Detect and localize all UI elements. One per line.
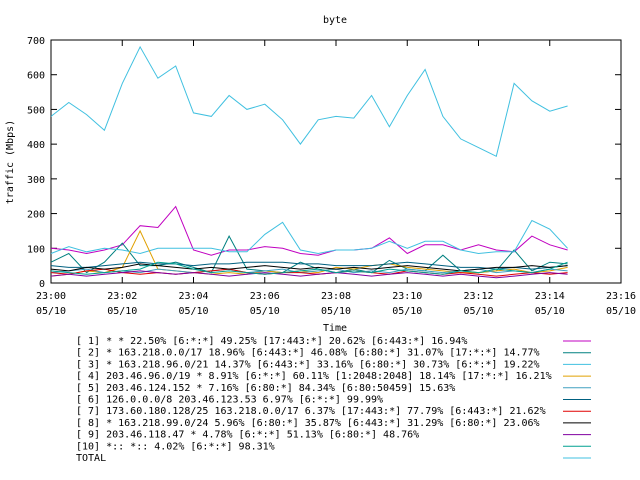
x-tick-label: 23:06 [250, 291, 280, 302]
x-tick-date-label: 05/10 [321, 306, 351, 317]
series-line-1 [50, 205, 568, 256]
y-axis-label: traffic (Mbps) [5, 120, 16, 204]
y-tick-label: 500 [27, 105, 45, 116]
legend-label-1: [ 1] * * 22.50% [6:*:*] 49.25% [17:443:*… [76, 336, 467, 347]
series-line-6 [50, 261, 568, 270]
series-line-7 [50, 268, 568, 277]
legend-label-5: [ 5] 203.46.124.152 * 7.16% [6:80:*] 84.… [76, 383, 455, 394]
series-line-9 [50, 270, 568, 279]
series-group [50, 45, 568, 279]
x-tick-date-label: 05/10 [463, 306, 493, 317]
legend-label-9: [ 9] 203.46.118.47 * 4.78% [6:*:*] 51.13… [76, 430, 419, 441]
chart-title: byte [323, 15, 347, 26]
legend-label-4: [ 4] 203.46.96.0/19 * 8.91% [6:*:*] 60.1… [76, 371, 552, 382]
series-line-10 [50, 261, 568, 275]
legend-label-2: [ 2] * 163.218.0.0/17 18.96% [6:443:*] 4… [76, 348, 540, 359]
y-tick-label: 0 [39, 279, 45, 290]
x-tick-date-label: 05/10 [36, 306, 66, 317]
y-axis: 0 100 200 300 400 500 600 700 [27, 36, 621, 290]
x-axis-label: Time [323, 323, 347, 334]
y-tick-label: 200 [27, 210, 45, 221]
series-line-5 [50, 268, 568, 274]
legend-label-3: [ 3] * 163.218.96.0/21 14.37% [6:443:*] … [76, 359, 540, 370]
y-tick-label: 700 [27, 36, 45, 47]
x-tick-label: 23:12 [463, 291, 493, 302]
legend-label-11: TOTAL [76, 453, 106, 464]
x-tick-date-label: 05/10 [392, 306, 422, 317]
y-tick-label: 400 [27, 140, 45, 151]
plot-frame [50, 39, 622, 284]
y-tick-label: 600 [27, 71, 45, 82]
x-tick-label: 23:02 [107, 291, 137, 302]
series-line-8 [50, 263, 568, 272]
legend-label-7: [ 7] 173.60.180.128/25 163.218.0.0/17 6.… [76, 406, 546, 417]
legend-label-6: [ 6] 126.0.0.0/8 203.46.123.53 6.97% [6:… [76, 395, 383, 406]
series-line-11 [50, 45, 568, 158]
x-tick-label: 23:10 [392, 291, 422, 302]
legend-label-10: [10] *:: *:: 4.02% [6:*:*] 98.31% [76, 441, 275, 452]
x-tick-label: 23:16 [606, 291, 636, 302]
x-tick-date-label: 05/10 [250, 306, 280, 317]
x-axis: 23:00 05/10 23:02 05/10 23:04 05/10 23:06 05/10… [36, 40, 636, 317]
x-tick-label: 23:00 [36, 291, 66, 302]
x-tick-date-label: 05/10 [535, 306, 565, 317]
x-tick-date-label: 05/10 [606, 306, 636, 317]
x-tick-label: 23:14 [535, 291, 565, 302]
x-tick-label: 23:08 [321, 291, 351, 302]
legend: [ 1] * * 22.50% [6:*:*] 49.25% [17:443:*… [76, 336, 591, 464]
y-tick-label: 100 [27, 244, 45, 255]
legend-label-8: [ 8] * 163.218.99.0/24 5.96% [6:80:*] 35… [76, 418, 540, 429]
series-line-3 [50, 219, 568, 255]
x-tick-date-label: 05/10 [178, 306, 208, 317]
y-tick-label: 300 [27, 175, 45, 186]
x-tick-date-label: 05/10 [107, 306, 137, 317]
x-tick-label: 23:04 [178, 291, 208, 302]
